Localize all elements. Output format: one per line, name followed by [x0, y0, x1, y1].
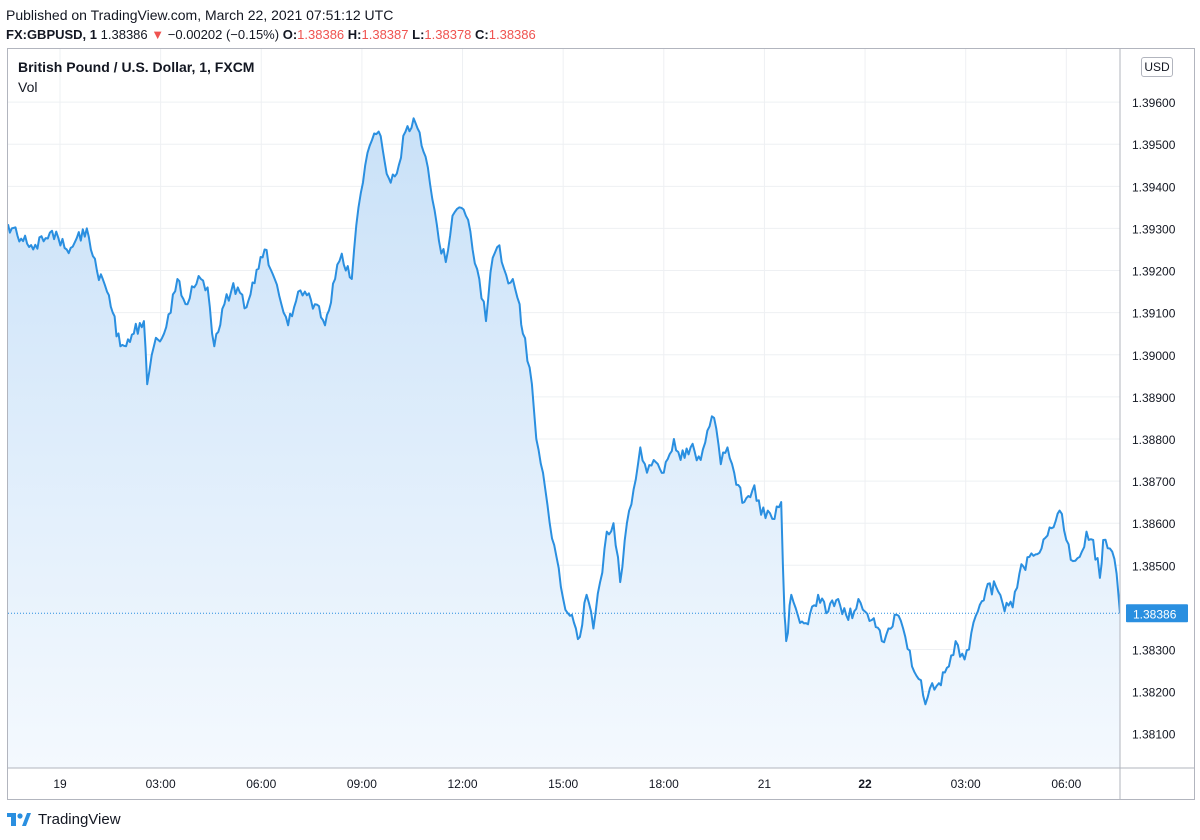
chart-title: British Pound / U.S. Dollar, 1, FXCM	[18, 59, 255, 75]
y-tick-label: 1.39000	[1132, 349, 1176, 363]
close-label: C:	[475, 27, 489, 42]
axes: 1.38386	[8, 49, 1195, 800]
x-tick-label: 15:00	[548, 777, 578, 791]
currency-button[interactable]: USD	[1141, 57, 1173, 77]
x-tick-label: 03:00	[951, 777, 981, 791]
y-tick-label: 1.39600	[1132, 96, 1176, 110]
price-area-fill	[8, 118, 1120, 768]
y-tick-label: 1.38500	[1132, 559, 1176, 573]
high-label: H:	[347, 27, 362, 42]
x-tick-label: 21	[758, 777, 772, 791]
open-value: 1.38386	[297, 27, 345, 42]
tick-labels: 1.39600 1.39500 1.39400 1.39300 1.39200 1.391…	[53, 96, 1175, 791]
x-tick-label: 03:00	[146, 777, 176, 791]
y-tick-label: 1.39200	[1132, 265, 1176, 279]
symbol-label: FX:GBPUSD, 1	[6, 27, 98, 42]
volume-label: Vol	[18, 79, 38, 95]
y-tick-label: 1.39300	[1132, 222, 1176, 236]
tradingview-logo[interactable]: TradingView	[6, 810, 121, 828]
y-tick-label: 1.38900	[1132, 391, 1176, 405]
x-tick-label: 18:00	[649, 777, 679, 791]
y-tick-label: 1.38300	[1132, 644, 1176, 658]
x-tick-label: 06:00	[246, 777, 276, 791]
y-tick-label: 1.38200	[1132, 686, 1176, 700]
down-arrow-icon: ▼	[151, 27, 165, 42]
open-label: O:	[282, 27, 298, 42]
y-tick-label: 1.39500	[1132, 138, 1176, 152]
chart-panel[interactable]	[7, 48, 1195, 800]
ohlc-legend: FX:GBPUSD, 1 1.38386 ▼ −0.00202 (−0.15%)…	[6, 27, 536, 42]
current-price-label: 1.38386	[1133, 607, 1177, 621]
current-price-tag	[1126, 604, 1188, 623]
price-area	[8, 117, 1120, 768]
brand-name: TradingView	[38, 810, 121, 828]
published-info: Published on TradingView.com, March 22, …	[6, 7, 394, 23]
high-value: 1.38387	[361, 27, 409, 42]
y-tick-label: 1.38800	[1132, 433, 1176, 447]
y-tick-label: 1.38600	[1132, 517, 1176, 531]
x-tick-label: 12:00	[448, 777, 478, 791]
y-tick-label: 1.39100	[1132, 307, 1176, 321]
x-tick-label: 06:00	[1051, 777, 1081, 791]
x-tick-label: 09:00	[347, 777, 377, 791]
y-tick-label: 1.39400	[1132, 180, 1176, 194]
x-tick-label: 22	[858, 777, 872, 791]
price-line	[8, 117, 1120, 706]
low-value: 1.38378	[424, 27, 472, 42]
y-tick-label: 1.38700	[1132, 475, 1176, 489]
price-change: −0.00202 (−0.15%)	[167, 27, 280, 42]
low-label: L:	[412, 27, 425, 42]
last-price: 1.38386	[100, 27, 148, 42]
x-tick-label: 19	[53, 777, 67, 791]
close-value: 1.38386	[488, 27, 536, 42]
y-tick-label: 1.38100	[1132, 728, 1176, 742]
tradingview-logo-icon	[7, 813, 31, 826]
